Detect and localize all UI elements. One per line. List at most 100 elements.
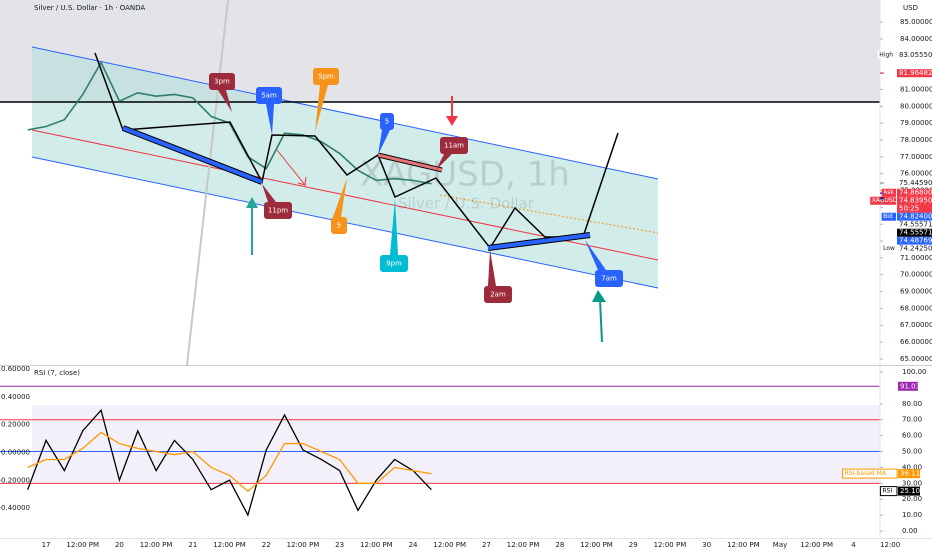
x-tick-label: 12:00 PM xyxy=(433,541,466,549)
annotation: 2am xyxy=(490,291,506,299)
pointer xyxy=(266,104,274,135)
x-tick-label: 21 xyxy=(188,541,197,549)
y2-tick-label: -0.40000 xyxy=(0,504,30,512)
y-tick-label: 66.00000 xyxy=(900,338,932,346)
annotation: 5am xyxy=(261,92,277,100)
watermark-sub: Silver / U.S. Dollar xyxy=(398,195,535,213)
y-tick-label: 67.00000 xyxy=(900,321,932,329)
x-tick-label: 27 xyxy=(482,541,491,549)
x-tick-label: 12:00 PM xyxy=(800,541,833,549)
series-tag xyxy=(879,486,898,497)
x-tick-label: 28 xyxy=(555,541,564,549)
price-tag-box xyxy=(881,188,896,197)
y-tick-label: 85.00000 xyxy=(900,18,932,26)
annotation-box xyxy=(313,68,339,85)
y-tick-label: 80.00000 xyxy=(900,102,932,110)
price-tag: High xyxy=(879,51,893,58)
price-label: 74.82400 xyxy=(899,213,932,221)
vertical-line xyxy=(186,0,229,366)
pointer xyxy=(262,184,276,202)
price-label: 74.55571 xyxy=(899,221,932,229)
y2-tick-label: 0.00000 xyxy=(1,448,30,456)
annotation: 9pm xyxy=(386,260,402,268)
dotted-line xyxy=(439,194,659,234)
y-tick-label: 68.00000 xyxy=(900,304,932,312)
pointer xyxy=(488,250,496,286)
price-label-box xyxy=(897,228,932,237)
price-tag: Ask xyxy=(883,189,894,196)
chart-title: Silver / U.S. Dollar · 1h · OANDA xyxy=(34,4,145,12)
data-layer xyxy=(0,60,880,517)
y-tick-label: 70.00 xyxy=(902,416,922,424)
price-label-box xyxy=(897,196,932,205)
y2-tick-label: -0.20000 xyxy=(0,476,30,484)
x-tick-label: 12:00 PM xyxy=(213,541,246,549)
price-label-box xyxy=(897,236,932,245)
level-tag xyxy=(898,381,918,391)
pointer xyxy=(436,154,452,170)
x-tick-label: 12:00 PM xyxy=(727,541,760,549)
annotation: 5 xyxy=(337,222,341,230)
red-arrow-line xyxy=(276,149,307,186)
y-tick-label: 30.00 xyxy=(902,479,922,487)
price-label-box xyxy=(897,178,932,187)
price-tag: Bid xyxy=(883,213,893,220)
series-name: RSI-based MA xyxy=(845,470,887,477)
x-tick-label: 17 xyxy=(42,541,51,549)
y-tick-label: 79.00000 xyxy=(900,119,932,127)
y-tick-label: 20.00 xyxy=(902,495,922,503)
price-label: 81.96482 xyxy=(899,69,932,77)
y-tick-label: 78.00000 xyxy=(900,136,932,144)
annotation-box xyxy=(264,202,292,219)
pointer xyxy=(218,90,232,112)
y-tick-label: 40.00 xyxy=(902,463,922,471)
x-tick-label: 12:00 PM xyxy=(580,541,613,549)
annotation: 11am xyxy=(444,142,464,150)
y-tick-label: 10.00 xyxy=(902,511,922,519)
trend-box-fill xyxy=(122,126,263,184)
y-tick-label: 77.00000 xyxy=(900,153,932,161)
annotation: 5pm xyxy=(318,73,334,81)
price-label-box xyxy=(897,244,932,253)
price-label: 83.05550 xyxy=(899,51,932,59)
annotation-box xyxy=(484,286,512,303)
price-label-box xyxy=(897,50,932,59)
pointer xyxy=(390,199,398,255)
annotation: 7am xyxy=(601,275,617,283)
x-tick-label: 22 xyxy=(262,541,271,549)
price-tag: XAGUSD xyxy=(872,197,898,204)
x-tick-label: 12:00 PM xyxy=(66,541,99,549)
last-value-tag xyxy=(898,486,920,496)
price-label: 74.86800 xyxy=(899,189,932,197)
annotations: 3pm 5am 5pm 5 11am 11pm 5 9pm 2am 7am xyxy=(209,68,623,303)
price-label-box xyxy=(897,69,932,78)
y-tick-label: 71.00000 xyxy=(900,254,932,262)
countdown-box xyxy=(897,204,932,213)
annotation-box xyxy=(331,217,347,234)
channel-upper xyxy=(31,46,659,180)
last-value-tag xyxy=(898,469,920,479)
last-value-label: 25.10 xyxy=(900,487,920,495)
rsi-title: RSI (7, close) xyxy=(34,369,80,377)
axes-layer: 17 12:00 PM 20 12:00 PM 21 12:00 PM 22 12:00 PM… xyxy=(0,18,932,549)
x-tick-label: 23 xyxy=(335,541,344,549)
price-tag-box xyxy=(881,244,896,253)
pointer xyxy=(585,240,606,270)
annotation: 11pm xyxy=(268,207,288,215)
series-tag xyxy=(842,468,898,479)
series-line xyxy=(27,60,432,185)
series-line xyxy=(27,408,432,517)
x-tick-label: 30 xyxy=(702,541,711,549)
trend-box-fill xyxy=(487,233,591,250)
price-label: 74.24250 xyxy=(899,245,932,253)
y2-tick-label: 0.60000 xyxy=(1,365,30,373)
y-tick-label: 70.00000 xyxy=(900,271,932,279)
countdown: 50:25 xyxy=(899,205,919,213)
y-tick-label: 0.00 xyxy=(902,527,918,535)
annotation-box xyxy=(595,270,623,287)
price-label: 74.83950 xyxy=(899,197,932,205)
price-label-box xyxy=(897,220,932,229)
currency: USD xyxy=(903,4,918,12)
series-name: RSI xyxy=(882,488,892,495)
